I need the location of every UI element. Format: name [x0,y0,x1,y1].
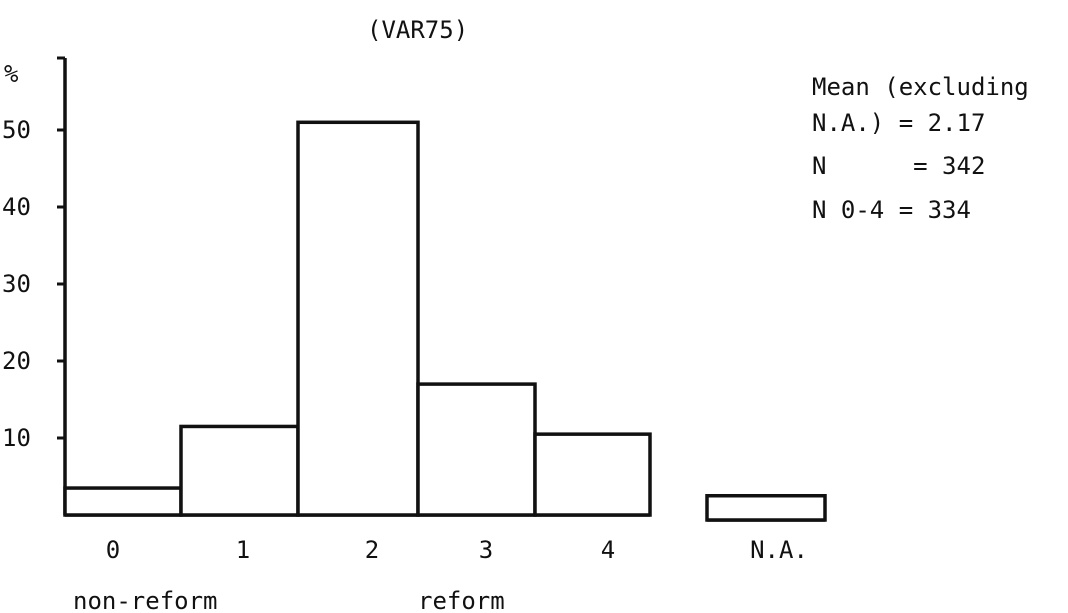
bars [63,120,827,522]
bar [533,432,652,517]
x-axis-labels: 0 1 2 3 4 N.A. [106,536,808,564]
y-tick-label: 10 [2,424,31,452]
bar [416,382,537,517]
chart-title: (VAR75) [367,16,468,44]
y-axis: 10 20 30 40 50 [2,56,67,515]
annotation-line: N = 342 [812,152,985,180]
y-tick-label: 50 [2,116,31,144]
x-tick-label: 3 [479,536,493,564]
x-tick-label: 4 [601,536,615,564]
x-tick-label: 0 [106,536,120,564]
x-tick-label: 2 [365,536,379,564]
statistics-annotation: Mean (excluding N.A.) = 2.17 N = 342 N 0-4 … [812,73,1029,224]
bar [179,424,300,517]
x-tick-label: 1 [236,536,250,564]
x-tick-label: N.A. [750,536,808,564]
y-tick-label: 40 [2,193,31,221]
scale-label-high: reform [418,587,505,613]
bar [705,494,827,522]
bar [63,486,183,517]
annotation-line: Mean (excluding [812,73,1029,101]
annotation-line: N 0-4 = 334 [812,196,971,224]
y-axis-label: % [4,60,19,88]
y-tick-label: 30 [2,270,31,298]
annotation-line: N.A.) = 2.17 [812,109,985,137]
y-tick-label: 20 [2,347,31,375]
scale-label-low: non-reform [73,587,218,613]
bar [296,120,420,517]
